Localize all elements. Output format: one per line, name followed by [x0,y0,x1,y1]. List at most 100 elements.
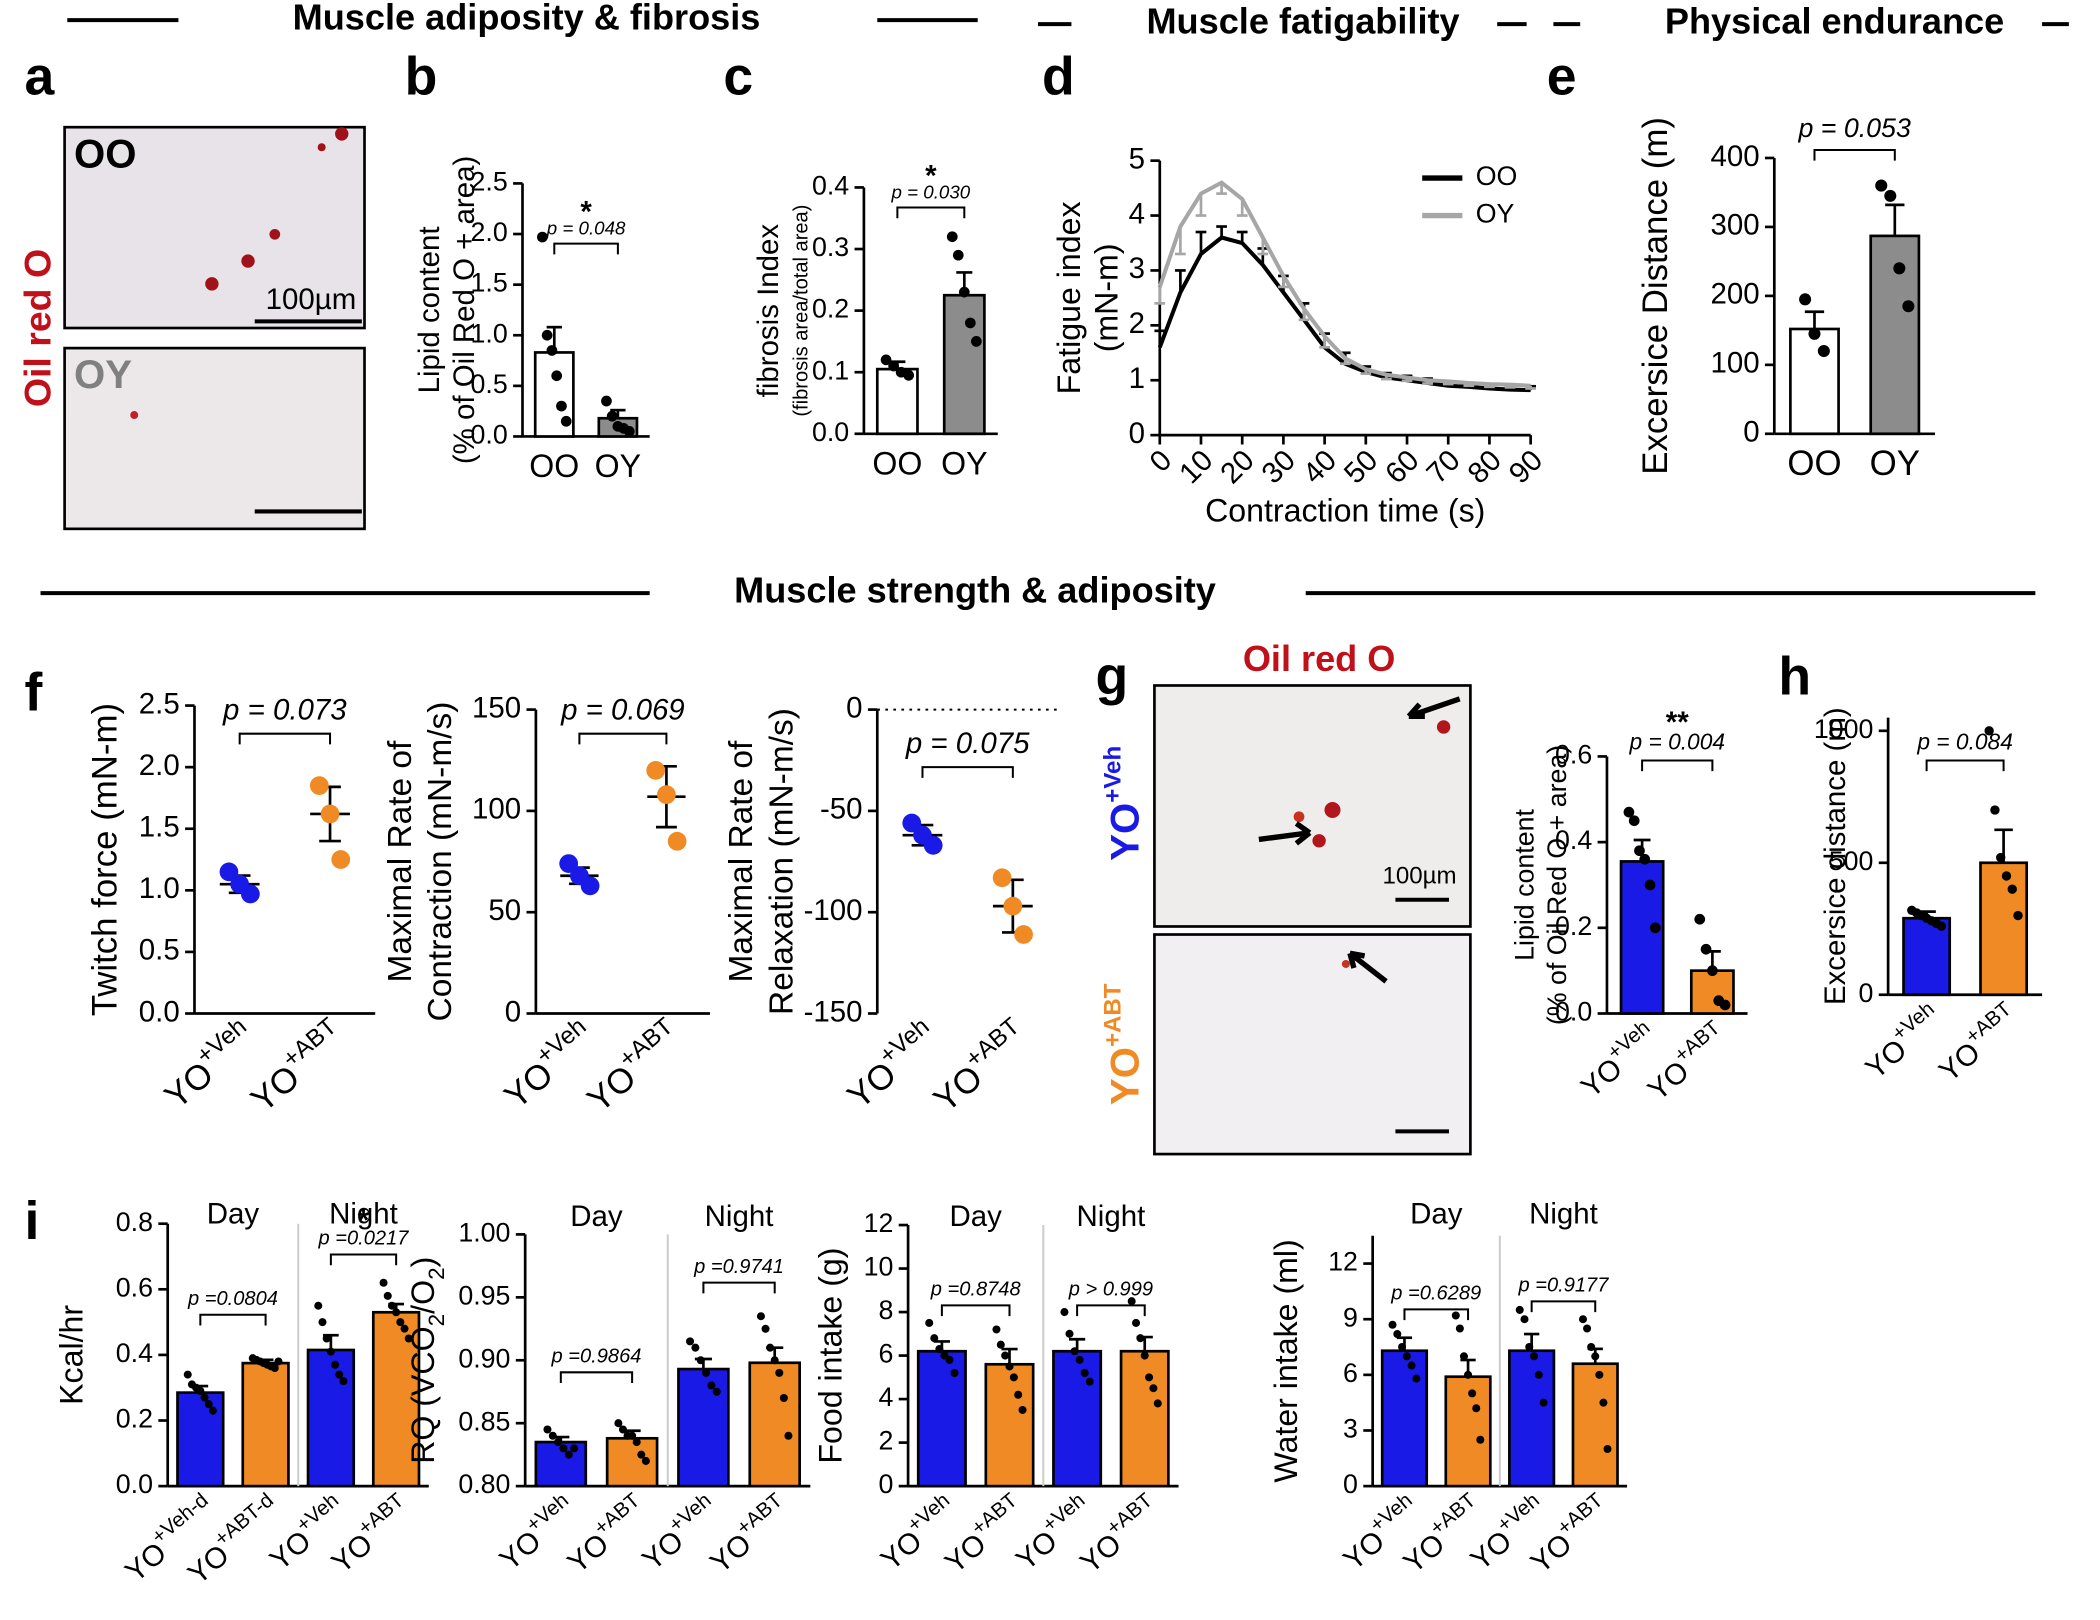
y-axis-label: fibrosis Index [752,224,785,398]
y-tick-label: 150 [472,691,521,724]
data-point [1984,726,1994,736]
bar [1119,1349,1170,1488]
data-point [1005,1362,1014,1371]
bar [748,1361,801,1488]
y-tick-label: 10 [864,1252,894,1282]
stain-label: Oil red O [16,249,58,407]
y-axis-label: (fibrosis area/total area) [791,205,813,417]
y-axis-label-part: RQ (VCO [406,1326,442,1463]
group-label-sup: +ABT [1100,983,1127,1047]
y-axis-label: Contraction (mN-m/s) [422,702,459,1022]
y-tick-label: 1.00 [458,1217,510,1247]
y-tick-label: 0.0 [1555,997,1592,1027]
group-label: Day [1410,1197,1463,1230]
y-tick-label: 2.0 [139,749,180,782]
data-point [1902,300,1915,313]
group-label-base: YO [1102,1047,1147,1105]
data-point [1515,1305,1524,1314]
x-tick-label: YO+ABT [1929,997,2027,1088]
data-point [923,835,943,855]
data-point [1587,1343,1596,1352]
x-tick-label-sup: +ABT [1553,1489,1608,1540]
data-point [1132,1318,1141,1327]
y-tick-label: 0 [505,995,521,1028]
data-point [580,876,600,896]
y-tick-label: 100 [472,793,521,826]
panel-letter: h [1778,647,1811,706]
p-value: p = 0.048 [546,218,626,239]
y-tick-label: 50 [488,894,521,927]
arrow [1406,696,1461,719]
x-tick-label-sup: +Veh-d [148,1489,213,1549]
y-tick-label: 0.0 [812,417,849,447]
stain-spot [335,127,349,141]
bar [942,293,986,436]
data-point [696,1356,705,1365]
panel-letter: d [1042,47,1075,106]
y-tick-label: 2.0 [471,217,508,247]
data-point [1799,293,1812,306]
data-point [396,1318,405,1327]
data-point [387,1301,396,1310]
data-point [1875,179,1888,192]
data-point [274,1357,283,1366]
group-label: YO+ABT [1100,983,1148,1105]
p-value: p =0.8748 [930,1279,1022,1301]
data-point [551,370,563,382]
y-tick-label: 4 [1129,197,1145,230]
panel-letter: i [24,1192,39,1251]
data-point [320,804,340,824]
y-tick-label: 200 [1710,278,1759,311]
p-value: p = 0.075 [905,727,1030,760]
arrow [1258,821,1312,846]
data-point [404,1334,413,1343]
data-point [1534,1370,1543,1379]
x-tick-label: YO+ABT [1638,1016,1736,1107]
data-point [667,831,687,851]
group-label: Day [207,1197,260,1230]
x-tick-label-sup: +Veh [1888,998,1939,1046]
data-point [200,1393,209,1402]
stain-spot [1312,834,1326,848]
bracket [1641,759,1714,772]
y-tick-label: 0.4 [812,171,849,201]
y-tick-label: 300 [1710,209,1759,242]
data-point [707,1381,716,1390]
arrow [1347,950,1388,984]
data-point [632,1438,641,1447]
data-point [1603,1445,1612,1454]
y-tick-label: 0.8 [116,1207,153,1237]
bracket [238,732,332,745]
stain-spot [1293,811,1305,823]
section-header: Muscle adiposity & fibrosis [293,0,761,38]
p-value: p = 0.053 [1797,113,1910,143]
y-tick-label: 0.90 [458,1343,510,1373]
significance: * [925,159,937,192]
y-tick-label: 12 [1328,1247,1358,1277]
bar [1571,1362,1619,1488]
data-point [1634,845,1645,857]
data-point [925,1318,934,1327]
data-point [1153,1399,1162,1408]
x-tick-label-sup: +ABT [1670,1016,1725,1067]
y-tick-label: 6 [1343,1358,1358,1388]
bracket [199,1313,267,1326]
y-tick-label: 0 [1343,1469,1358,1499]
section-header: Muscle fatigability [1146,1,1459,42]
y-tick-label: 500 [1829,846,1874,876]
bar [1444,1375,1492,1488]
stain-label: Oil red O [1243,638,1396,679]
data-point [1001,1351,1010,1360]
data-point [1583,1324,1592,1333]
data-point [314,1301,323,1310]
data-point [326,1347,335,1356]
data-point [541,329,553,341]
x-tick-label-sup: +Veh [192,1013,252,1070]
x-tick-label: OY [595,448,641,484]
data-point [559,854,579,873]
data-point [1127,1297,1136,1306]
y-tick-label: 0.2 [812,294,849,324]
data-point [546,345,558,356]
y-tick-label: 0.3 [812,232,849,262]
x-tick-label: YO+Veh [1855,998,1949,1086]
